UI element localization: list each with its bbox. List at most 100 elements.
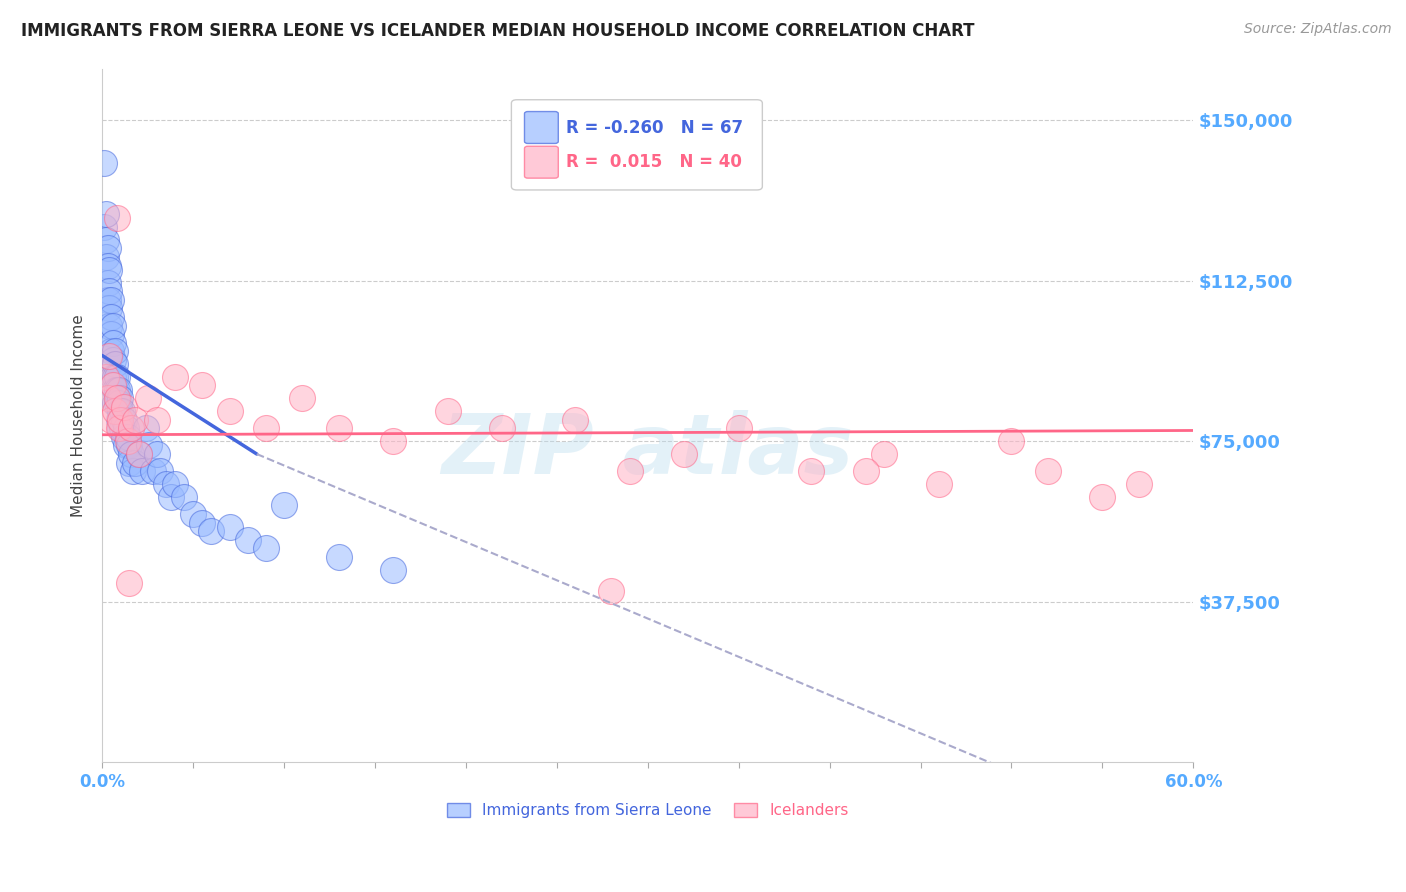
- Point: [673, 447, 696, 461]
- Point: [273, 499, 295, 513]
- Point: [115, 421, 138, 435]
- Point: [1091, 490, 1114, 504]
- Point: [254, 541, 277, 556]
- Point: [254, 421, 277, 435]
- Point: [181, 507, 204, 521]
- Point: [100, 413, 122, 427]
- Point: [98, 349, 121, 363]
- Point: [94, 370, 117, 384]
- Point: [107, 421, 129, 435]
- Point: [112, 430, 135, 444]
- Point: [111, 404, 134, 418]
- Point: [328, 549, 350, 564]
- Point: [491, 421, 513, 435]
- Legend: Immigrants from Sierra Leone, Icelanders: Immigrants from Sierra Leone, Icelanders: [440, 797, 855, 824]
- Point: [118, 575, 141, 590]
- Point: [564, 413, 586, 427]
- Point: [163, 370, 186, 384]
- Point: [94, 207, 117, 221]
- Point: [236, 533, 259, 547]
- Point: [115, 438, 138, 452]
- Y-axis label: Median Household Income: Median Household Income: [72, 314, 86, 516]
- Point: [155, 477, 177, 491]
- Point: [142, 464, 165, 478]
- Point: [200, 524, 222, 538]
- Point: [218, 404, 240, 418]
- Point: [136, 392, 159, 406]
- Point: [120, 447, 142, 461]
- Point: [120, 421, 142, 435]
- Point: [122, 464, 145, 478]
- Point: [110, 392, 132, 406]
- Point: [93, 155, 115, 169]
- Point: [800, 464, 823, 478]
- Point: [101, 352, 124, 367]
- Point: [138, 438, 160, 452]
- Point: [149, 464, 172, 478]
- Point: [160, 490, 183, 504]
- Point: [291, 392, 314, 406]
- Point: [218, 520, 240, 534]
- Point: [135, 421, 157, 435]
- Point: [104, 383, 127, 397]
- Point: [118, 438, 141, 452]
- Text: R = -0.260   N = 67: R = -0.260 N = 67: [567, 119, 742, 136]
- Text: ZIP atlas: ZIP atlas: [441, 409, 853, 491]
- Point: [1128, 477, 1150, 491]
- FancyBboxPatch shape: [524, 146, 558, 178]
- FancyBboxPatch shape: [512, 100, 762, 190]
- Point: [101, 335, 124, 350]
- Point: [104, 357, 127, 371]
- Point: [328, 421, 350, 435]
- Point: [100, 310, 122, 324]
- Point: [173, 490, 195, 504]
- Point: [1036, 464, 1059, 478]
- Point: [93, 219, 115, 234]
- Point: [112, 413, 135, 427]
- Point: [117, 430, 139, 444]
- Point: [112, 400, 135, 414]
- Point: [100, 327, 122, 342]
- Point: [98, 318, 121, 333]
- Point: [382, 563, 405, 577]
- Point: [124, 413, 146, 427]
- Point: [97, 276, 120, 290]
- Point: [131, 464, 153, 478]
- Point: [145, 413, 167, 427]
- Point: [105, 383, 128, 397]
- Point: [107, 383, 129, 397]
- Text: R =  0.015   N = 40: R = 0.015 N = 40: [567, 153, 742, 171]
- Point: [100, 293, 122, 307]
- Point: [105, 395, 128, 409]
- Point: [145, 447, 167, 461]
- Point: [619, 464, 641, 478]
- Point: [855, 464, 877, 478]
- Point: [928, 477, 950, 491]
- Point: [191, 516, 214, 530]
- Point: [94, 250, 117, 264]
- Point: [101, 378, 124, 392]
- Point: [101, 370, 124, 384]
- Point: [727, 421, 749, 435]
- Point: [110, 404, 132, 418]
- Point: [382, 434, 405, 449]
- Point: [163, 477, 186, 491]
- Point: [436, 404, 458, 418]
- Point: [600, 584, 623, 599]
- Point: [105, 211, 128, 226]
- Point: [110, 413, 132, 427]
- Point: [98, 263, 121, 277]
- Point: [873, 447, 896, 461]
- Point: [94, 233, 117, 247]
- Point: [100, 344, 122, 359]
- Point: [104, 395, 127, 409]
- Point: [191, 378, 214, 392]
- Point: [97, 392, 120, 406]
- Point: [107, 413, 129, 427]
- Point: [98, 285, 121, 299]
- Point: [105, 370, 128, 384]
- Point: [128, 447, 150, 461]
- Point: [101, 318, 124, 333]
- Point: [124, 456, 146, 470]
- Point: [128, 447, 150, 461]
